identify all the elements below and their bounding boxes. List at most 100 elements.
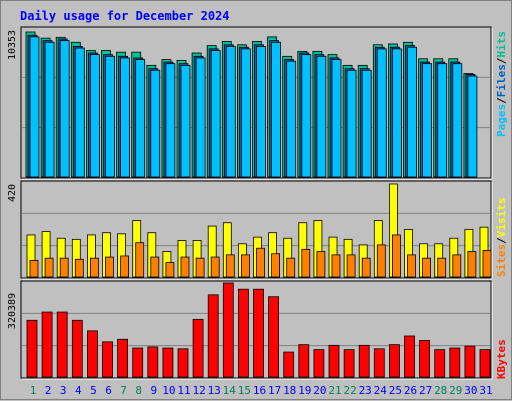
bar-pages-day-21 [331,59,342,178]
bar-sites-day-1 [29,259,39,278]
bar-pages-day-27 [422,63,433,178]
label-kbytes: KBytes [495,339,508,379]
bar-pages-day-7 [120,57,130,178]
day-label-31: 31 [479,384,492,397]
day-label-14: 14 [223,384,237,397]
ymax-label-kbytes: 320389 [7,293,18,329]
ymax-label-hits-files-pages: 10353 [7,30,18,60]
day-label-10: 10 [162,384,175,397]
bar-sites-day-15 [240,254,250,278]
bar-sites-day-19 [301,248,311,278]
bar-pages-day-24 [376,48,387,178]
bar-sites-day-5 [90,257,99,278]
bar-pages-day-14 [225,46,236,178]
bar-kbytes-day-30 [464,345,476,378]
bar-sites-day-6 [105,256,114,278]
bar-kbytes-day-23 [358,344,370,378]
bar-sites-day-12 [195,257,205,278]
bar-kbytes-day-11 [177,348,189,378]
label-files: Files [495,64,508,97]
bar-sites-day-29 [452,254,462,278]
day-label-19: 19 [298,384,311,397]
bar-sites-day-26 [407,254,416,278]
bar-kbytes-day-10 [162,347,174,378]
bar-kbytes-day-22 [343,349,355,378]
bar-kbytes-day-25 [388,344,400,378]
bar-pages-day-3 [59,40,70,178]
day-label-2: 2 [45,384,52,397]
day-label-21: 21 [328,384,341,397]
ymax-label-visits-sites: 420 [7,184,18,202]
bar-kbytes-day-29 [449,347,461,378]
bar-pages-day-10 [165,63,176,178]
label-separator: / [495,57,508,64]
bar-sites-day-28 [437,257,447,278]
bar-kbytes-day-8 [132,347,144,378]
bar-pages-day-12 [195,57,206,178]
bar-pages-day-30 [467,75,478,178]
bar-pages-day-29 [452,63,463,178]
day-label-24: 24 [374,384,388,397]
bar-pages-day-6 [105,55,115,178]
bar-sites-day-21 [331,254,341,278]
day-label-5: 5 [90,384,97,397]
bar-pages-day-11 [180,64,191,178]
bar-sites-day-24 [376,244,386,278]
bar-sites-day-9 [150,256,160,278]
bar-kbytes-day-21 [328,344,340,378]
legend-bottom: KBytes [495,339,508,379]
day-label-27: 27 [419,384,432,397]
bar-pages-day-28 [437,63,448,178]
bar-pages-day-13 [210,50,221,178]
bar-sites-day-23 [361,257,371,278]
bar-pages-day-23 [361,69,372,178]
bar-sites-day-18 [286,257,296,278]
day-label-20: 20 [313,384,326,397]
bar-kbytes-day-16 [253,288,264,378]
bar-sites-day-7 [120,255,129,278]
bar-sites-day-22 [346,254,356,278]
day-label-29: 29 [449,384,462,397]
bar-kbytes-day-20 [313,349,325,378]
bar-pages-day-20 [316,55,327,178]
day-label-6: 6 [105,384,112,397]
bar-kbytes-day-9 [147,346,159,378]
label-sites: Sites [495,244,508,277]
bar-kbytes-day-18 [283,351,295,378]
bar-sites-day-17 [271,253,281,278]
day-label-13: 13 [208,384,221,397]
bar-pages-day-15 [240,48,251,178]
chart-title: Daily usage for December 2024 [20,9,230,23]
bar-sites-day-27 [422,257,432,278]
day-label-25: 25 [389,384,402,397]
label-separator: / [495,97,508,104]
bar-kbytes-day-17 [268,296,280,378]
label-separator: / [495,237,508,244]
bar-sites-day-2 [44,257,54,278]
bar-pages-day-19 [301,54,312,178]
bar-pages-day-26 [407,46,417,178]
bar-sites-day-4 [74,258,84,278]
bar-sites-day-16 [256,247,265,278]
bar-pages-day-5 [90,54,100,178]
bar-sites-day-14 [225,254,235,278]
bar-sites-day-8 [135,242,145,278]
bar-sites-day-10 [165,262,175,278]
bar-pages-day-9 [150,69,161,178]
bar-kbytes-day-24 [373,348,385,378]
bar-pages-day-18 [286,60,297,178]
day-label-28: 28 [434,384,447,397]
day-label-15: 15 [238,384,251,397]
bar-kbytes-day-13 [207,294,219,378]
day-label-23: 23 [359,384,372,397]
day-label-30: 30 [464,384,477,397]
bar-sites-day-25 [391,234,401,278]
day-label-3: 3 [60,384,67,397]
bar-sites-day-11 [180,256,190,278]
label-visits: Visits [495,198,508,238]
bar-kbytes-day-27 [419,340,431,378]
bar-pages-day-25 [391,48,402,178]
bar-kbytes-day-2 [41,311,53,378]
